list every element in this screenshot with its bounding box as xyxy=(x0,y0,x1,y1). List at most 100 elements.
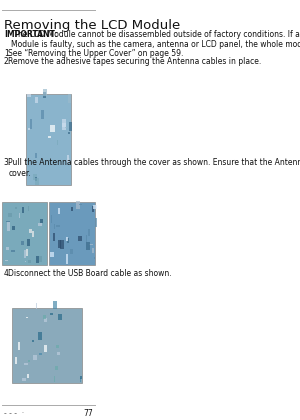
Text: 77: 77 xyxy=(84,410,94,418)
Bar xyxy=(65,126,67,129)
Bar xyxy=(35,97,38,103)
Bar xyxy=(15,207,17,210)
Bar xyxy=(26,317,28,318)
Bar xyxy=(29,229,32,233)
Bar xyxy=(19,213,20,218)
Bar xyxy=(48,136,51,138)
Bar xyxy=(56,225,60,227)
Bar xyxy=(56,366,58,370)
Bar xyxy=(28,260,31,263)
Bar xyxy=(24,363,28,365)
Text: IMPORTANT:: IMPORTANT: xyxy=(4,30,58,39)
Bar xyxy=(27,94,31,97)
Bar xyxy=(58,314,62,320)
Bar xyxy=(32,231,34,237)
Bar xyxy=(32,340,34,342)
Bar xyxy=(80,378,82,382)
Text: 3.: 3. xyxy=(4,158,11,168)
Text: 4.: 4. xyxy=(4,269,11,278)
Bar xyxy=(35,177,37,181)
Bar xyxy=(7,222,10,231)
Bar xyxy=(28,360,30,362)
Bar xyxy=(50,252,54,257)
Bar xyxy=(76,200,80,209)
Bar xyxy=(94,257,95,260)
Bar xyxy=(5,260,8,261)
Text: Disconnect the USB Board cable as shown.: Disconnect the USB Board cable as shown. xyxy=(8,269,172,278)
Text: Removing the LCD Module: Removing the LCD Module xyxy=(4,19,180,32)
FancyBboxPatch shape xyxy=(2,202,47,265)
Bar xyxy=(19,342,20,350)
Bar xyxy=(44,318,47,322)
Bar xyxy=(50,313,53,315)
Bar xyxy=(25,261,26,262)
Bar xyxy=(12,226,15,230)
Text: Pull the Antenna cables through the cover as shown. Ensure that the Antennas are: Pull the Antenna cables through the cove… xyxy=(8,158,300,178)
Bar xyxy=(95,218,98,227)
Bar xyxy=(56,345,59,347)
Bar xyxy=(62,123,66,130)
Bar xyxy=(92,248,94,253)
Bar xyxy=(68,132,70,134)
Bar xyxy=(38,332,42,341)
Bar xyxy=(24,250,26,258)
Bar xyxy=(44,345,47,352)
Bar xyxy=(22,378,26,381)
Bar xyxy=(41,110,44,118)
FancyBboxPatch shape xyxy=(26,94,71,186)
Bar xyxy=(86,235,87,242)
Bar xyxy=(93,205,97,209)
Text: The LCD Module cannot be disassembled outside of factory conditions. If any part: The LCD Module cannot be disassembled ou… xyxy=(11,30,300,50)
Bar xyxy=(67,155,69,163)
Bar xyxy=(57,140,58,145)
Bar xyxy=(86,242,90,249)
Bar xyxy=(92,206,94,212)
Bar xyxy=(88,229,90,236)
Bar xyxy=(53,233,55,241)
Bar xyxy=(54,376,55,383)
Bar xyxy=(71,207,73,211)
Bar xyxy=(54,224,55,229)
Bar xyxy=(78,236,82,241)
Bar xyxy=(40,218,43,223)
Bar xyxy=(22,207,24,213)
Bar xyxy=(66,255,68,264)
Text: 1.: 1. xyxy=(4,49,11,58)
Bar xyxy=(60,239,64,249)
Bar xyxy=(58,208,59,214)
Bar xyxy=(8,213,12,217)
Bar xyxy=(39,353,42,355)
Bar xyxy=(33,174,37,180)
Bar xyxy=(27,239,30,246)
Bar xyxy=(34,355,37,360)
Bar xyxy=(50,125,55,132)
Bar xyxy=(11,250,15,252)
Bar xyxy=(26,249,28,257)
Bar xyxy=(6,220,10,222)
Text: - - -  ·: - - - · xyxy=(4,410,24,418)
Bar xyxy=(79,204,82,205)
Bar xyxy=(15,357,17,364)
Bar xyxy=(43,92,46,98)
Text: 2.: 2. xyxy=(4,57,11,66)
Bar xyxy=(70,249,73,254)
Bar xyxy=(36,303,38,309)
Bar xyxy=(34,153,37,158)
Bar xyxy=(28,128,29,130)
Bar xyxy=(27,374,29,378)
Bar xyxy=(21,241,24,245)
Bar xyxy=(89,244,93,245)
Bar xyxy=(30,119,32,129)
Bar xyxy=(44,89,47,96)
Bar xyxy=(43,315,46,319)
Bar xyxy=(68,122,72,131)
Bar xyxy=(37,256,39,263)
Bar xyxy=(38,223,42,226)
FancyBboxPatch shape xyxy=(49,202,95,265)
Bar xyxy=(68,94,71,103)
Bar xyxy=(51,215,52,223)
Text: See “Removing the Upper Cover” on page 59.: See “Removing the Upper Cover” on page 5… xyxy=(8,49,184,58)
Bar xyxy=(62,119,66,127)
Bar xyxy=(39,256,42,262)
Bar xyxy=(66,236,68,241)
